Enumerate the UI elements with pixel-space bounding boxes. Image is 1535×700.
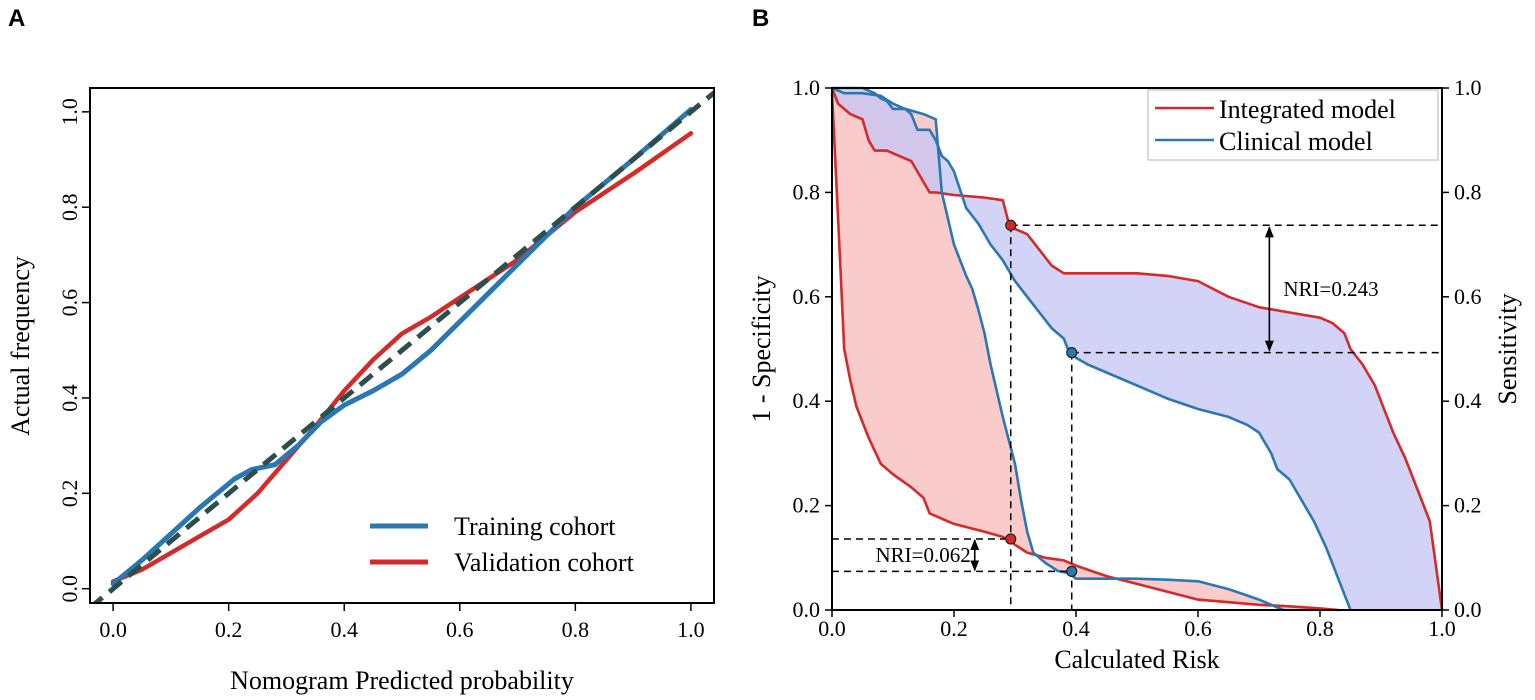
y-axis-right-title-b: Sensitivity [1493, 293, 1522, 404]
y-tick-label-b: 0.6 [793, 284, 821, 309]
legend-box-b [1147, 89, 1439, 161]
y-tick-label-a: 0.4 [57, 384, 82, 412]
y-right-tick-label-b: 1.0 [1454, 75, 1482, 100]
calibration-plot: 0.0 0.2 0.4 0.6 0.8 1.0 0.0 0.2 0.4 0.6 0.8 1.0 Nom… [6, 87, 715, 695]
x-tick-label-a: 0.8 [562, 617, 590, 642]
nri-label-lower: NRI=0.062 [875, 543, 970, 567]
plot-frame-a [89, 87, 715, 604]
y-axis-title-a: Actual frequency [6, 256, 35, 436]
line-integrated-sensitivity [830, 87, 1444, 611]
series-line-training [110, 107, 694, 587]
panel-letter-a: A [8, 5, 25, 32]
legend-label-clinical: Clinical model [1219, 127, 1373, 156]
nri-plot: 0.0 0.2 0.4 0.6 0.8 1.00.00.20.40.60.81.00.00… [747, 75, 1522, 674]
x-tick-label-b: 0.8 [1306, 616, 1334, 641]
y-right-tick-label-b: 0.0 [1454, 597, 1482, 622]
threshold-marker [1005, 533, 1017, 545]
y-tick-label-b: 0.0 [793, 597, 821, 622]
x-tick-label-b: 0.4 [1062, 616, 1090, 641]
threshold-marker [1066, 565, 1078, 577]
y-right-tick-label-b: 0.8 [1454, 179, 1482, 204]
y-right-tick-label-b: 0.4 [1454, 388, 1482, 413]
x-axis-title-b: Calculated Risk [1054, 645, 1219, 674]
legend-label-integrated: Integrated model [1219, 95, 1396, 124]
legend-label-training: Training cohort [454, 512, 616, 541]
panel-letter-b: B [752, 5, 769, 32]
line-clinical-specificity [831, 86, 1284, 612]
x-tick-label-a: 0.4 [330, 617, 358, 642]
x-tick-label-a: 0.6 [446, 617, 474, 642]
x-tick-label-b: 0.2 [940, 616, 968, 641]
y-tick-label-b: 0.4 [793, 388, 821, 413]
y-tick-label-b: 1.0 [793, 75, 821, 100]
y-axis-title-b: 1 - Specificity [747, 275, 776, 422]
series-line-ideal [91, 90, 714, 603]
x-axis-title-a: Nomogram Predicted probability [230, 666, 574, 695]
threshold-marker [1005, 219, 1017, 231]
y-tick-label-a: 0.8 [57, 193, 82, 221]
y-right-tick-label-b: 0.2 [1454, 493, 1482, 518]
specificity-gap-fill [832, 88, 1339, 610]
x-tick-label-b: 1.0 [1428, 616, 1456, 641]
x-tick-label-b: 0.6 [1184, 616, 1212, 641]
y-tick-label-b: 0.2 [793, 493, 821, 518]
x-tick-label-a: 1.0 [677, 617, 705, 642]
plot-frame-b [831, 87, 1443, 611]
threshold-marker [1066, 347, 1078, 359]
y-right-tick-label-b: 0.6 [1454, 284, 1482, 309]
y-tick-label-a: 0.0 [57, 575, 82, 603]
y-tick-label-a: 0.2 [57, 480, 82, 508]
x-tick-label-a: 0.2 [215, 617, 243, 642]
nri-label-upper: NRI=0.243 [1283, 277, 1378, 301]
legend-label-validation: Validation cohort [454, 548, 635, 577]
y-tick-label-a: 1.0 [57, 98, 82, 126]
legend-a: Training cohort Validation cohort [370, 512, 635, 577]
y-tick-label-a: 0.6 [57, 289, 82, 317]
x-tick-label-a: 0.0 [99, 617, 127, 642]
legend-b: Integrated model Clinical model [1147, 89, 1439, 161]
y-tick-label-b: 0.8 [793, 179, 821, 204]
x-tick-label-b: 0.0 [818, 616, 846, 641]
